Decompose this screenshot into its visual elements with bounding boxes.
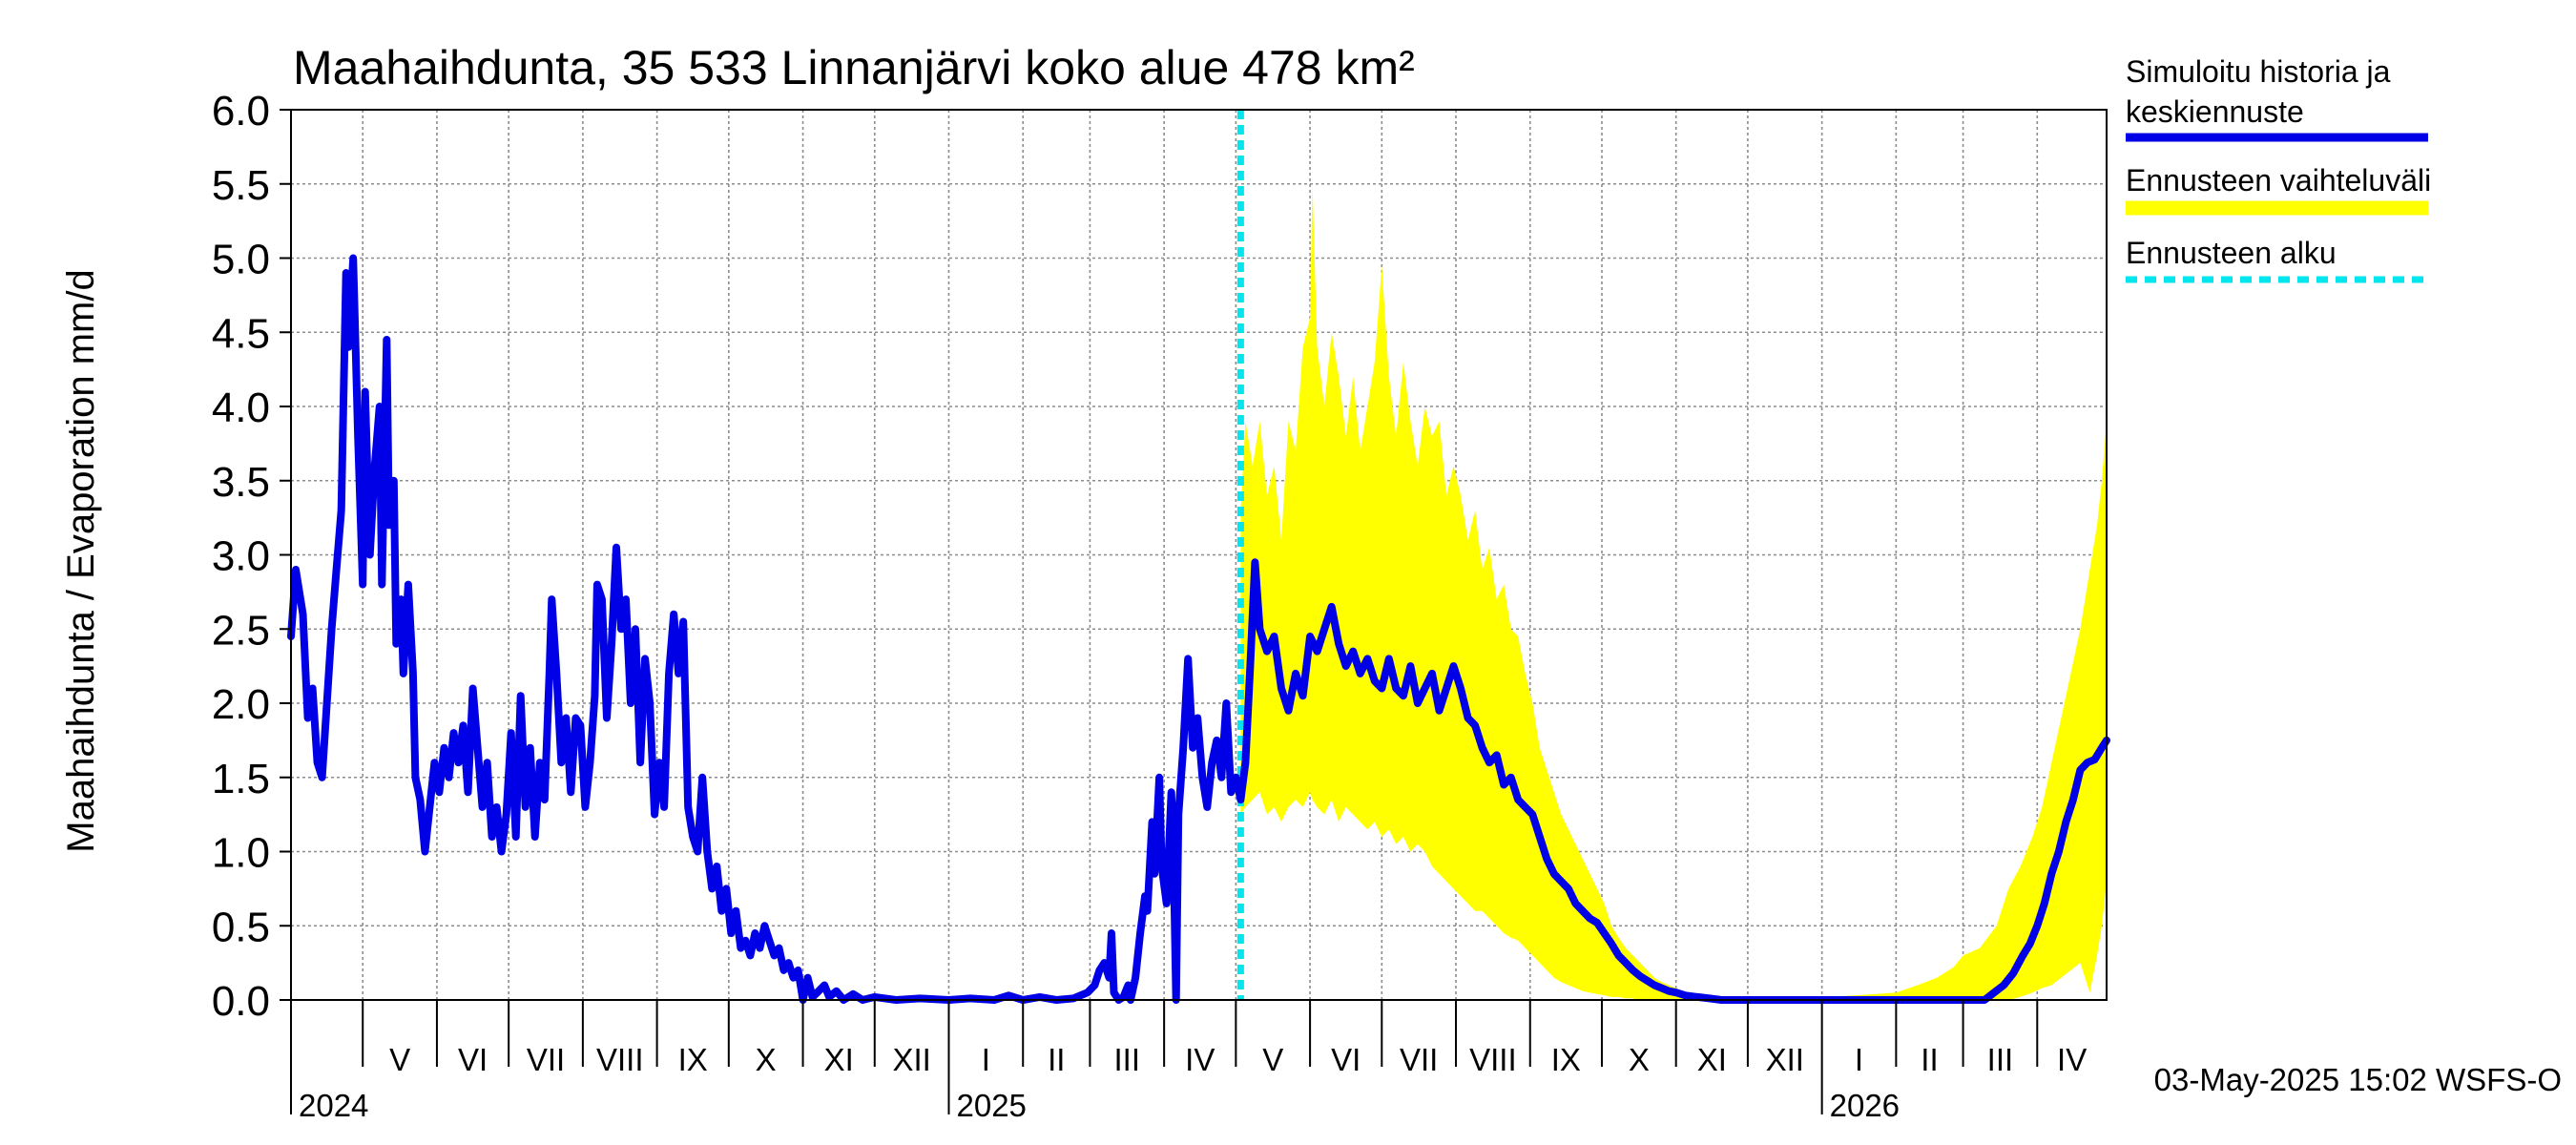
forecast-range-area xyxy=(1240,183,2107,1001)
month-label: IX xyxy=(1551,1042,1581,1077)
month-label: II xyxy=(1921,1042,1938,1077)
month-label: V xyxy=(389,1042,410,1077)
month-label: VI xyxy=(458,1042,488,1077)
month-label: IX xyxy=(678,1042,708,1077)
legend-label-simulated: Simuloitu historia ja xyxy=(2126,54,2391,89)
y-tick-label: 1.0 xyxy=(212,830,270,877)
month-label: X xyxy=(1629,1042,1650,1077)
y-tick-label: 0.0 xyxy=(212,978,270,1025)
month-label: VII xyxy=(527,1042,565,1077)
y-axis-label: Maahaihdunta / Evaporation mm/d xyxy=(60,269,102,852)
month-label: IV xyxy=(2057,1042,2087,1077)
month-label: XII xyxy=(1766,1042,1804,1077)
month-label: XI xyxy=(824,1042,854,1077)
month-label: XI xyxy=(1697,1042,1727,1077)
footer-timestamp: 03-May-2025 15:02 WSFS-O xyxy=(2154,1062,2562,1097)
month-label: VI xyxy=(1331,1042,1361,1077)
month-label: I xyxy=(982,1042,990,1077)
simulated-series xyxy=(287,110,2110,1004)
legend: Simuloitu historia ja keskiennuste Ennuste… xyxy=(2126,54,2431,283)
month-label: X xyxy=(756,1042,777,1077)
month-label: XII xyxy=(892,1042,930,1077)
month-label: IV xyxy=(1185,1042,1215,1077)
month-label: V xyxy=(1262,1042,1283,1077)
legend-label-simulated-line2: keskiennuste xyxy=(2126,94,2304,129)
y-tick-label: 1.5 xyxy=(212,756,270,802)
y-tick-label: 2.5 xyxy=(212,607,270,654)
plot-frame xyxy=(290,109,2108,1001)
y-tick-label: 4.5 xyxy=(212,310,270,357)
grid xyxy=(291,110,2107,1000)
y-tick-label: 3.0 xyxy=(212,533,270,580)
month-label: VIII xyxy=(1469,1042,1517,1077)
legend-label-forecast-start: Ennusteen alku xyxy=(2126,236,2337,270)
y-tick-label: 0.5 xyxy=(212,904,270,950)
y-tick-label: 2.0 xyxy=(212,681,270,728)
year-label: 2025 xyxy=(956,1088,1026,1123)
y-tick-label: 5.0 xyxy=(212,237,270,283)
month-label: III xyxy=(1114,1042,1141,1077)
chart-title: Maahaihdunta, 35 533 Linnanjärvi koko al… xyxy=(293,41,1415,94)
y-tick-label: 4.0 xyxy=(212,385,270,431)
month-label: III xyxy=(1987,1042,2014,1077)
axes: 0.0 0.5 1.0 1.5 2.0 2.5 3.0 3.5 4.0 4.5 5.0 5.5 6.0 V… xyxy=(212,88,2108,1123)
y-tick-label: 3.5 xyxy=(212,459,270,506)
legend-label-range: Ennusteen vaihteluväli xyxy=(2126,163,2431,198)
series-line-simulated xyxy=(287,254,2110,1004)
month-label: II xyxy=(1048,1042,1065,1077)
y-tick-label: 6.0 xyxy=(212,88,270,135)
year-label: 2024 xyxy=(299,1088,368,1123)
y-tick-label: 5.5 xyxy=(212,162,270,209)
month-label: VII xyxy=(1400,1042,1438,1077)
forecast-range-band xyxy=(1240,183,2107,1001)
month-label: I xyxy=(1855,1042,1863,1077)
year-label: 2026 xyxy=(1830,1088,1900,1123)
month-label: VIII xyxy=(596,1042,644,1077)
